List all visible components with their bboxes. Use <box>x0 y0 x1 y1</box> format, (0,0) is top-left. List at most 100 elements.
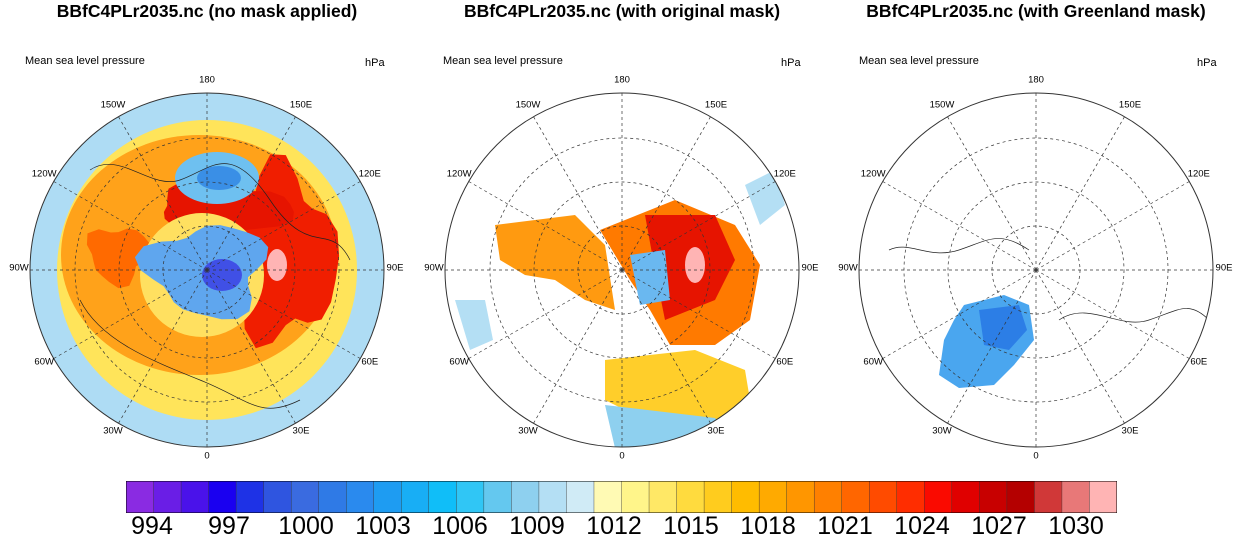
longitude-label: 120W <box>446 168 472 180</box>
colorbar-bin <box>483 481 512 513</box>
units-label: hPa <box>781 57 801 69</box>
map-border <box>444 92 800 448</box>
map-panel-greenland-mask: BBfC4PLr2035.nc (with Greenland mask) Me… <box>829 0 1243 470</box>
longitude-label: 180 <box>199 74 215 86</box>
longitude-label: 30E <box>292 425 310 437</box>
colorbar-bin <box>566 481 595 513</box>
colorbar-bin <box>731 481 760 513</box>
coastline <box>79 299 301 409</box>
field-low-core <box>202 259 242 291</box>
longitude-label: 90E <box>801 262 819 274</box>
variable-label: Mean sea level pressure <box>25 55 145 67</box>
longitude-label: 30E <box>1121 425 1139 437</box>
masked-land-field <box>455 170 785 447</box>
latitude-circle <box>118 181 296 359</box>
meridian-line <box>1035 181 1190 271</box>
longitude-label: 150E <box>1118 99 1142 111</box>
field-low-pacific-core <box>197 166 241 190</box>
meridian-line <box>1035 269 1190 359</box>
longitude-label: 150W <box>515 99 541 111</box>
greenland-field <box>939 295 1034 388</box>
longitude-label: 150E <box>704 99 728 111</box>
colorbar-bin <box>153 481 182 513</box>
colorbar-bin <box>511 481 540 513</box>
panel-title: BBfC4PLr2035.nc (with original mask) <box>463 1 781 21</box>
map-border <box>29 92 385 448</box>
colorbar-tick-label: 1021 <box>817 512 873 540</box>
land-high-core <box>685 247 705 283</box>
longitude-label: 120E <box>1187 168 1210 180</box>
colorbar-bin <box>428 481 457 513</box>
coastline <box>1058 308 1210 323</box>
longitude-label: 0 <box>204 450 210 462</box>
colorbar-bin <box>1006 481 1035 513</box>
meridian-line <box>1035 116 1125 271</box>
field-high-west <box>86 228 152 289</box>
land-alaska <box>745 170 785 225</box>
colorbar-bin <box>456 481 485 513</box>
colorbar-bin <box>813 481 843 513</box>
colorbar-bin <box>373 481 402 513</box>
longitude-label: 120E <box>773 168 796 180</box>
longitude-label: 30W <box>103 425 123 437</box>
longitude-label: 90E <box>386 262 404 274</box>
colorbar-tick-label: 1009 <box>509 512 565 540</box>
colorbar-bin <box>126 481 155 513</box>
colorbar-bin <box>841 481 870 513</box>
longitude-label: 60E <box>1190 356 1208 368</box>
graticule <box>445 93 799 447</box>
coastlines <box>888 238 1210 323</box>
longitude-label: 180 <box>614 74 630 86</box>
meridian-line <box>468 269 623 359</box>
map-panel-original-mask: BBfC4PLr2035.nc (with original mask) Mea… <box>415 0 829 470</box>
longitude-label: 90E <box>1215 262 1233 274</box>
longitude-label: 120E <box>358 168 381 180</box>
map-border <box>858 92 1214 448</box>
pressure-field <box>455 170 785 447</box>
variable-label: Mean sea level pressure <box>443 55 563 67</box>
longitude-label: 60W <box>34 356 54 368</box>
longitude-label: 60E <box>776 356 794 368</box>
longitude-label: 90W <box>9 262 29 274</box>
colorbar-tick-label: 1012 <box>586 512 642 540</box>
meridian-line <box>947 116 1037 271</box>
longitude-label: 0 <box>1033 450 1039 462</box>
colorbar-bin <box>869 481 898 513</box>
colorbar-tick-label: 1006 <box>432 512 488 540</box>
polar-map <box>444 92 800 448</box>
longitude-label: 120W <box>860 168 886 180</box>
panel-title: BBfC4PLr2035.nc (no mask applied) <box>56 1 358 21</box>
colorbar-tick-label: 1015 <box>663 512 719 540</box>
colorbar-bin <box>648 481 678 513</box>
latitude-circle <box>533 181 711 359</box>
colorbar-tick-label: 1030 <box>1048 512 1104 540</box>
longitude-label: 90W <box>424 262 444 274</box>
longitude-label: 0 <box>619 450 625 462</box>
graticule <box>859 93 1213 447</box>
colorbar-bin <box>208 481 237 513</box>
colorbar-bin <box>346 481 375 513</box>
panel-title: BBfC4PLr2035.nc (with Greenland mask) <box>866 1 1206 21</box>
colorbar-bin <box>401 481 430 513</box>
colorbar-bin <box>1089 481 1117 513</box>
colorbar <box>126 481 1117 513</box>
longitude-label: 60W <box>449 356 469 368</box>
colorbar-bin <box>676 481 705 513</box>
meridian-line <box>882 181 1037 271</box>
colorbar-bin <box>951 481 980 513</box>
longitude-label: 30E <box>707 425 725 437</box>
coastlines <box>79 163 351 409</box>
latitude-circle <box>947 181 1125 359</box>
coastline <box>888 238 1030 254</box>
colorbar-bin <box>538 481 567 513</box>
colorbar-bin <box>1034 481 1063 513</box>
longitude-label: 120W <box>31 168 57 180</box>
colorbar-tick-label: 994 <box>131 512 173 540</box>
field-low-center <box>134 225 269 320</box>
longitude-label: 60E <box>361 356 379 368</box>
colorbar-tick-label: 1003 <box>355 512 411 540</box>
colorbar-bin <box>758 481 788 513</box>
colorbar-bin <box>924 481 953 513</box>
colorbar-bin <box>621 481 650 513</box>
units-label: hPa <box>1197 57 1217 69</box>
